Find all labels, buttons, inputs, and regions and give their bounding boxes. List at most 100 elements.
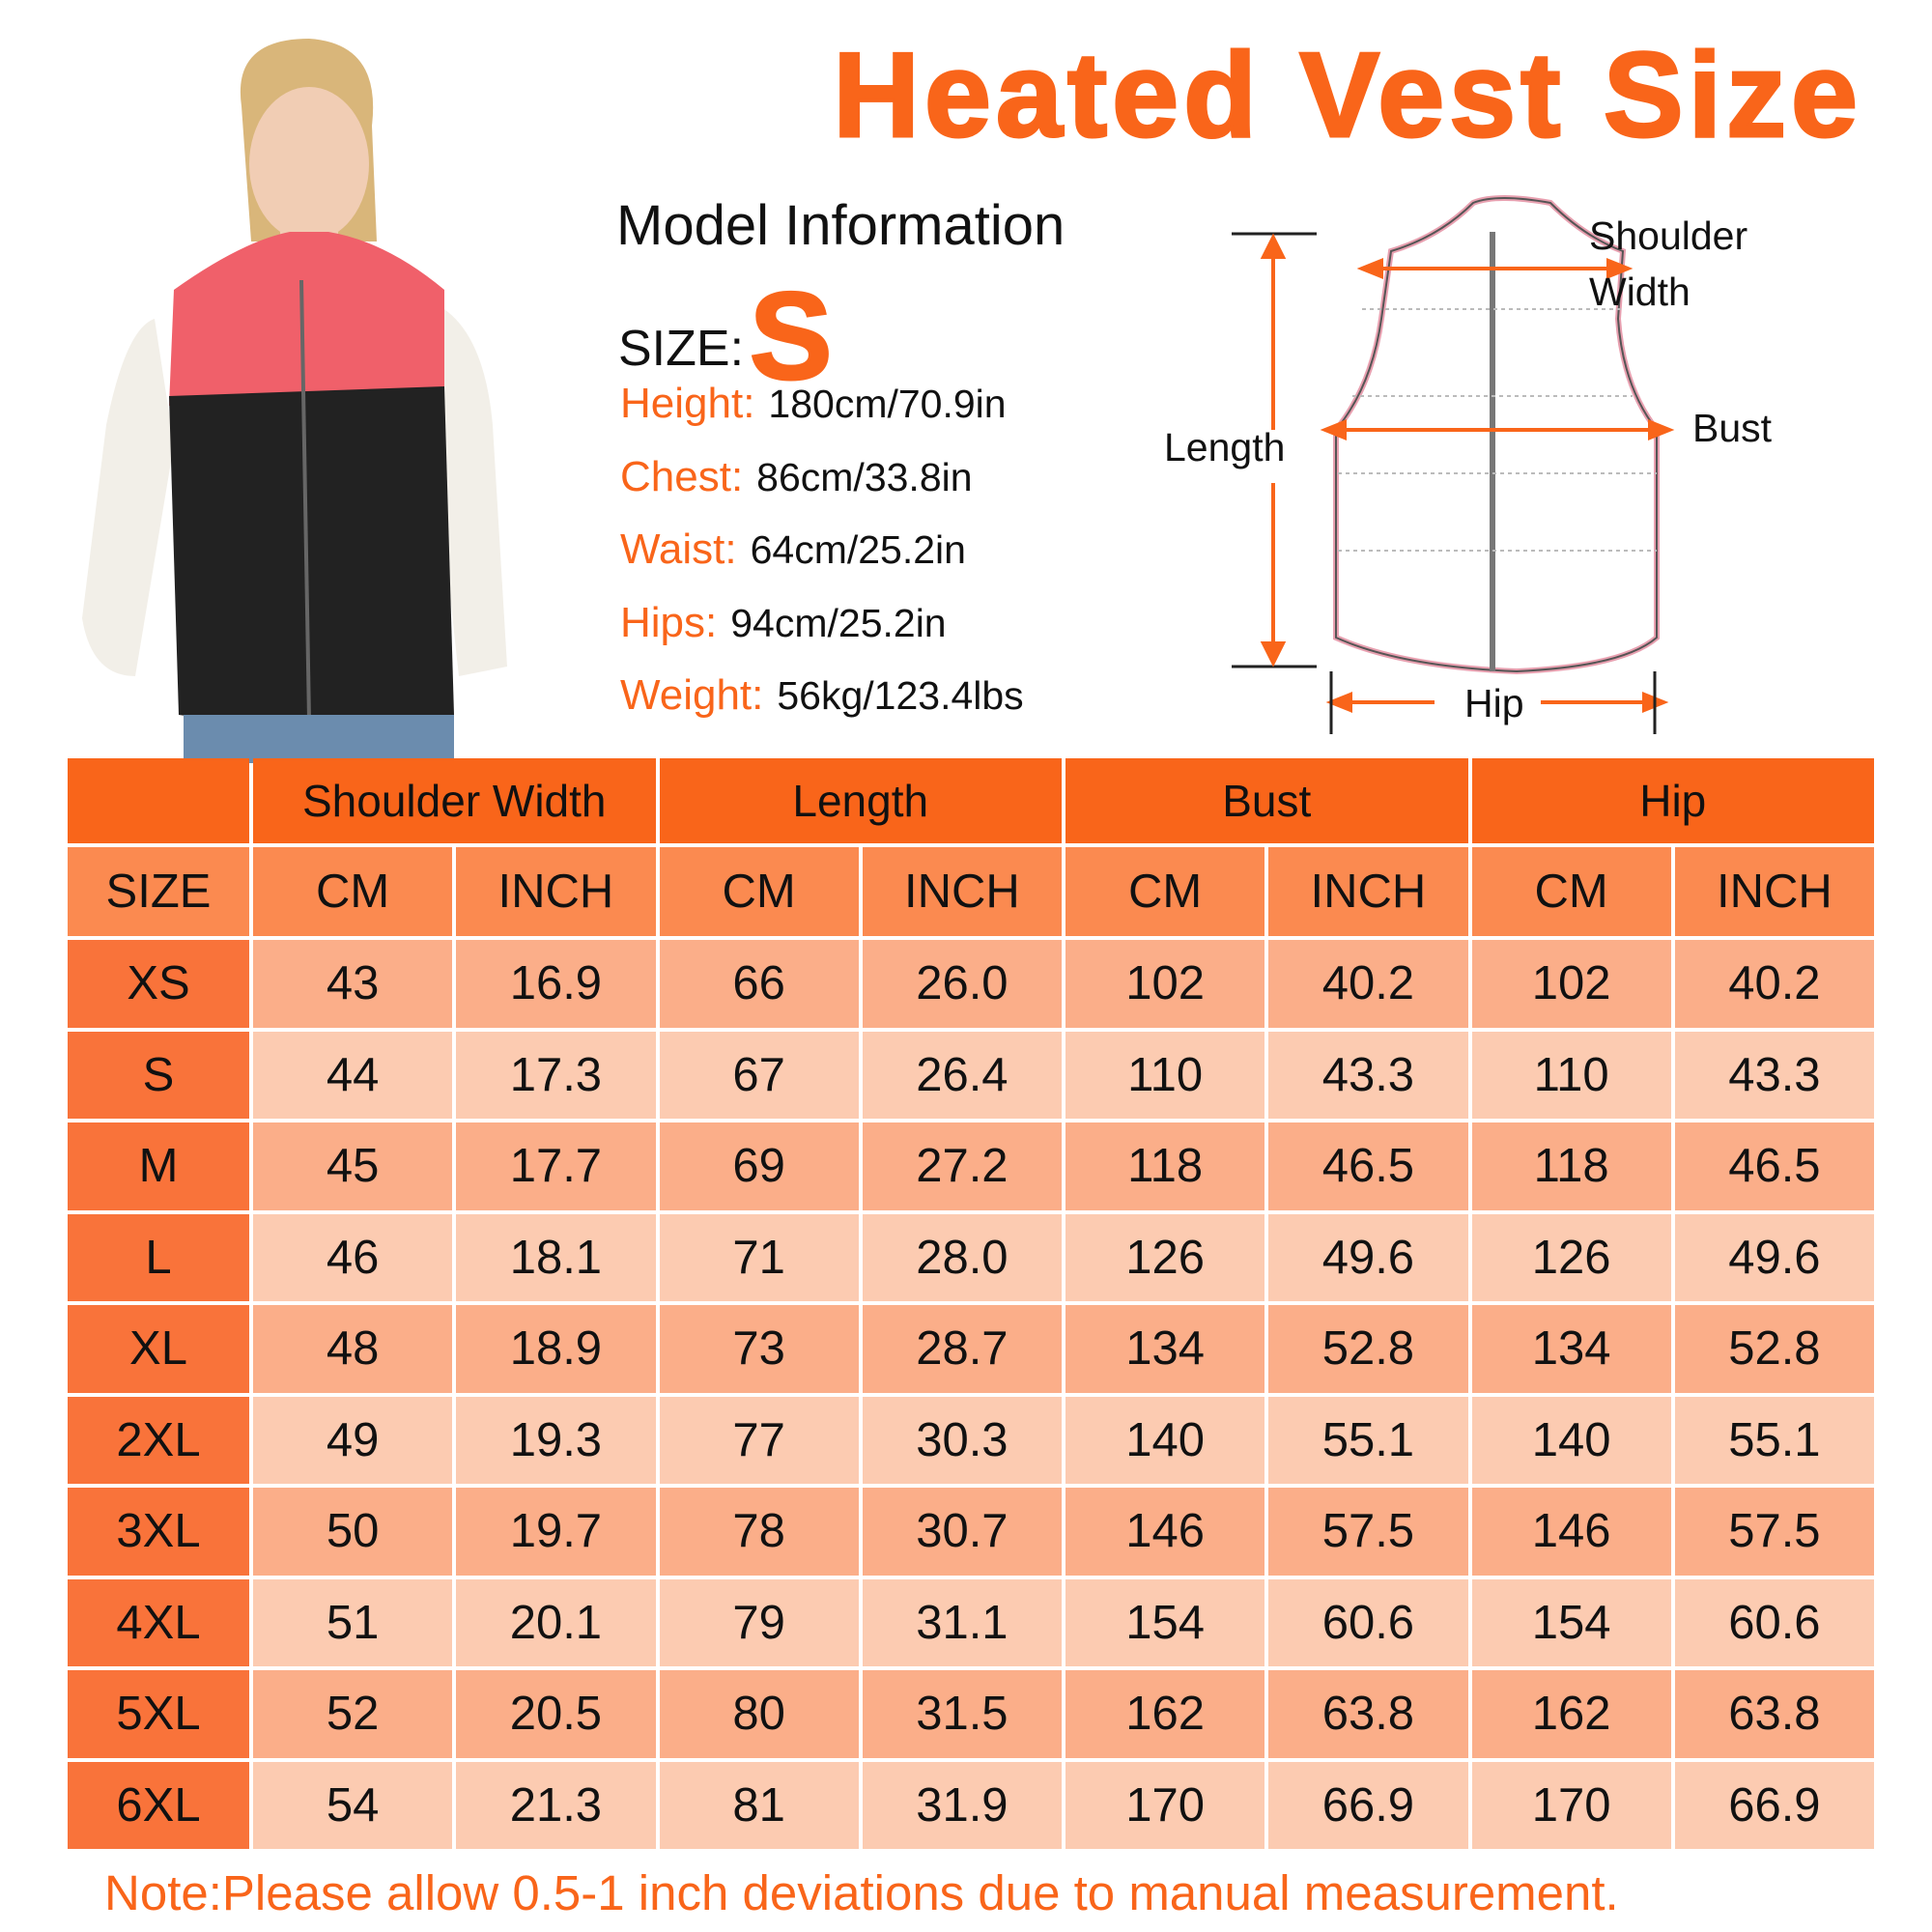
size-cell: 2XL <box>68 1396 249 1484</box>
value-cell: 52.8 <box>1268 1305 1468 1393</box>
size-cell: 5XL <box>68 1670 249 1758</box>
value-cell: 63.8 <box>1268 1670 1468 1758</box>
value-cell: 73 <box>659 1305 859 1393</box>
value-cell: 43.3 <box>1268 1031 1468 1119</box>
value-cell: 27.2 <box>862 1122 1062 1210</box>
value-cell: 66 <box>659 940 859 1028</box>
value-cell: 162 <box>1065 1670 1265 1758</box>
value-cell: 26.4 <box>862 1031 1062 1119</box>
size-value: S <box>749 267 834 408</box>
size-cell: L <box>68 1213 249 1301</box>
value-cell: 44 <box>253 1031 453 1119</box>
value-cell: 79 <box>659 1578 859 1666</box>
size-cell: S <box>68 1031 249 1119</box>
spec-value: 86cm/33.8in <box>756 454 973 499</box>
model-heading: Model Information <box>616 194 1065 257</box>
value-cell: 17.3 <box>456 1031 656 1119</box>
value-cell: 46.5 <box>1674 1122 1874 1210</box>
unit-header: INCH <box>862 847 1062 936</box>
spec-row: Chest: 86cm/33.8in <box>620 453 1024 526</box>
value-cell: 154 <box>1471 1578 1671 1666</box>
value-cell: 52.8 <box>1674 1305 1874 1393</box>
value-cell: 40.2 <box>1674 940 1874 1028</box>
value-cell: 57.5 <box>1674 1488 1874 1576</box>
bust-label: Bust <box>1692 406 1773 450</box>
group-header: Hip <box>1471 758 1874 843</box>
value-cell: 67 <box>659 1031 859 1119</box>
value-cell: 30.3 <box>862 1396 1062 1484</box>
spec-label: Chest: <box>620 452 744 500</box>
value-cell: 46.5 <box>1268 1122 1468 1210</box>
size-cell: XL <box>68 1305 249 1393</box>
unit-header: CM <box>253 847 453 936</box>
model-photo <box>0 0 580 763</box>
value-cell: 66.9 <box>1674 1761 1874 1849</box>
value-cell: 20.5 <box>456 1670 656 1758</box>
value-cell: 55.1 <box>1268 1396 1468 1484</box>
spec-row: Weight: 56kg/123.4lbs <box>620 671 1024 745</box>
size-label: SIZE: <box>618 321 745 377</box>
value-cell: 40.2 <box>1268 940 1468 1028</box>
spec-label: Weight: <box>620 671 764 719</box>
value-cell: 20.1 <box>456 1578 656 1666</box>
spec-row: Height: 180cm/70.9in <box>620 380 1024 453</box>
group-header: Length <box>659 758 1062 843</box>
value-cell: 45 <box>253 1122 453 1210</box>
value-cell: 19.7 <box>456 1488 656 1576</box>
value-cell: 31.9 <box>862 1761 1062 1849</box>
value-cell: 170 <box>1065 1761 1265 1849</box>
unit-header: INCH <box>456 847 656 936</box>
group-header: Bust <box>1065 758 1468 843</box>
value-cell: 16.9 <box>456 940 656 1028</box>
value-cell: 110 <box>1471 1031 1671 1119</box>
value-cell: 146 <box>1065 1488 1265 1576</box>
value-cell: 146 <box>1471 1488 1671 1576</box>
value-cell: 78 <box>659 1488 859 1576</box>
size-header: SIZE <box>68 847 249 936</box>
value-cell: 118 <box>1065 1122 1265 1210</box>
size-cell: 4XL <box>68 1578 249 1666</box>
value-cell: 162 <box>1471 1670 1671 1758</box>
value-cell: 69 <box>659 1122 859 1210</box>
spec-row: Hips: 94cm/25.2in <box>620 599 1024 672</box>
hip-label: Hip <box>1464 681 1524 725</box>
value-cell: 57.5 <box>1268 1488 1468 1576</box>
value-cell: 21.3 <box>456 1761 656 1849</box>
value-cell: 31.1 <box>862 1578 1062 1666</box>
value-cell: 126 <box>1065 1213 1265 1301</box>
value-cell: 102 <box>1471 940 1671 1028</box>
corner-cell <box>68 758 249 843</box>
model-size: SIZE:S <box>618 266 834 408</box>
unit-header: CM <box>1065 847 1265 936</box>
length-label: Length <box>1164 425 1286 469</box>
shoulder-label: Shoulder Width <box>1589 213 1748 314</box>
spec-value: 64cm/25.2in <box>750 527 966 572</box>
spec-value: 180cm/70.9in <box>768 382 1007 426</box>
value-cell: 81 <box>659 1761 859 1849</box>
value-cell: 60.6 <box>1268 1578 1468 1666</box>
value-cell: 18.1 <box>456 1213 656 1301</box>
value-cell: 54 <box>253 1761 453 1849</box>
value-cell: 126 <box>1471 1213 1671 1301</box>
size-cell: 3XL <box>68 1488 249 1576</box>
value-cell: 28.0 <box>862 1213 1062 1301</box>
value-cell: 43 <box>253 940 453 1028</box>
value-cell: 102 <box>1065 940 1265 1028</box>
size-table: Shoulder Width Length Bust Hip SIZE CM INCH CM I… <box>68 758 1874 1849</box>
model-specs: Height: 180cm/70.9in Chest: 86cm/33.8in Wais… <box>620 380 1024 745</box>
unit-header: CM <box>1471 847 1671 936</box>
spec-label: Hips: <box>620 598 718 646</box>
value-cell: 71 <box>659 1213 859 1301</box>
value-cell: 49.6 <box>1268 1213 1468 1301</box>
value-cell: 55.1 <box>1674 1396 1874 1484</box>
value-cell: 48 <box>253 1305 453 1393</box>
value-cell: 118 <box>1471 1122 1671 1210</box>
value-cell: 51 <box>253 1578 453 1666</box>
value-cell: 63.8 <box>1674 1670 1874 1758</box>
size-cell: M <box>68 1122 249 1210</box>
spec-row: Waist: 64cm/25.2in <box>620 526 1024 599</box>
value-cell: 30.7 <box>862 1488 1062 1576</box>
value-cell: 28.7 <box>862 1305 1062 1393</box>
unit-header: INCH <box>1674 847 1874 936</box>
spec-label: Height: <box>620 380 755 427</box>
